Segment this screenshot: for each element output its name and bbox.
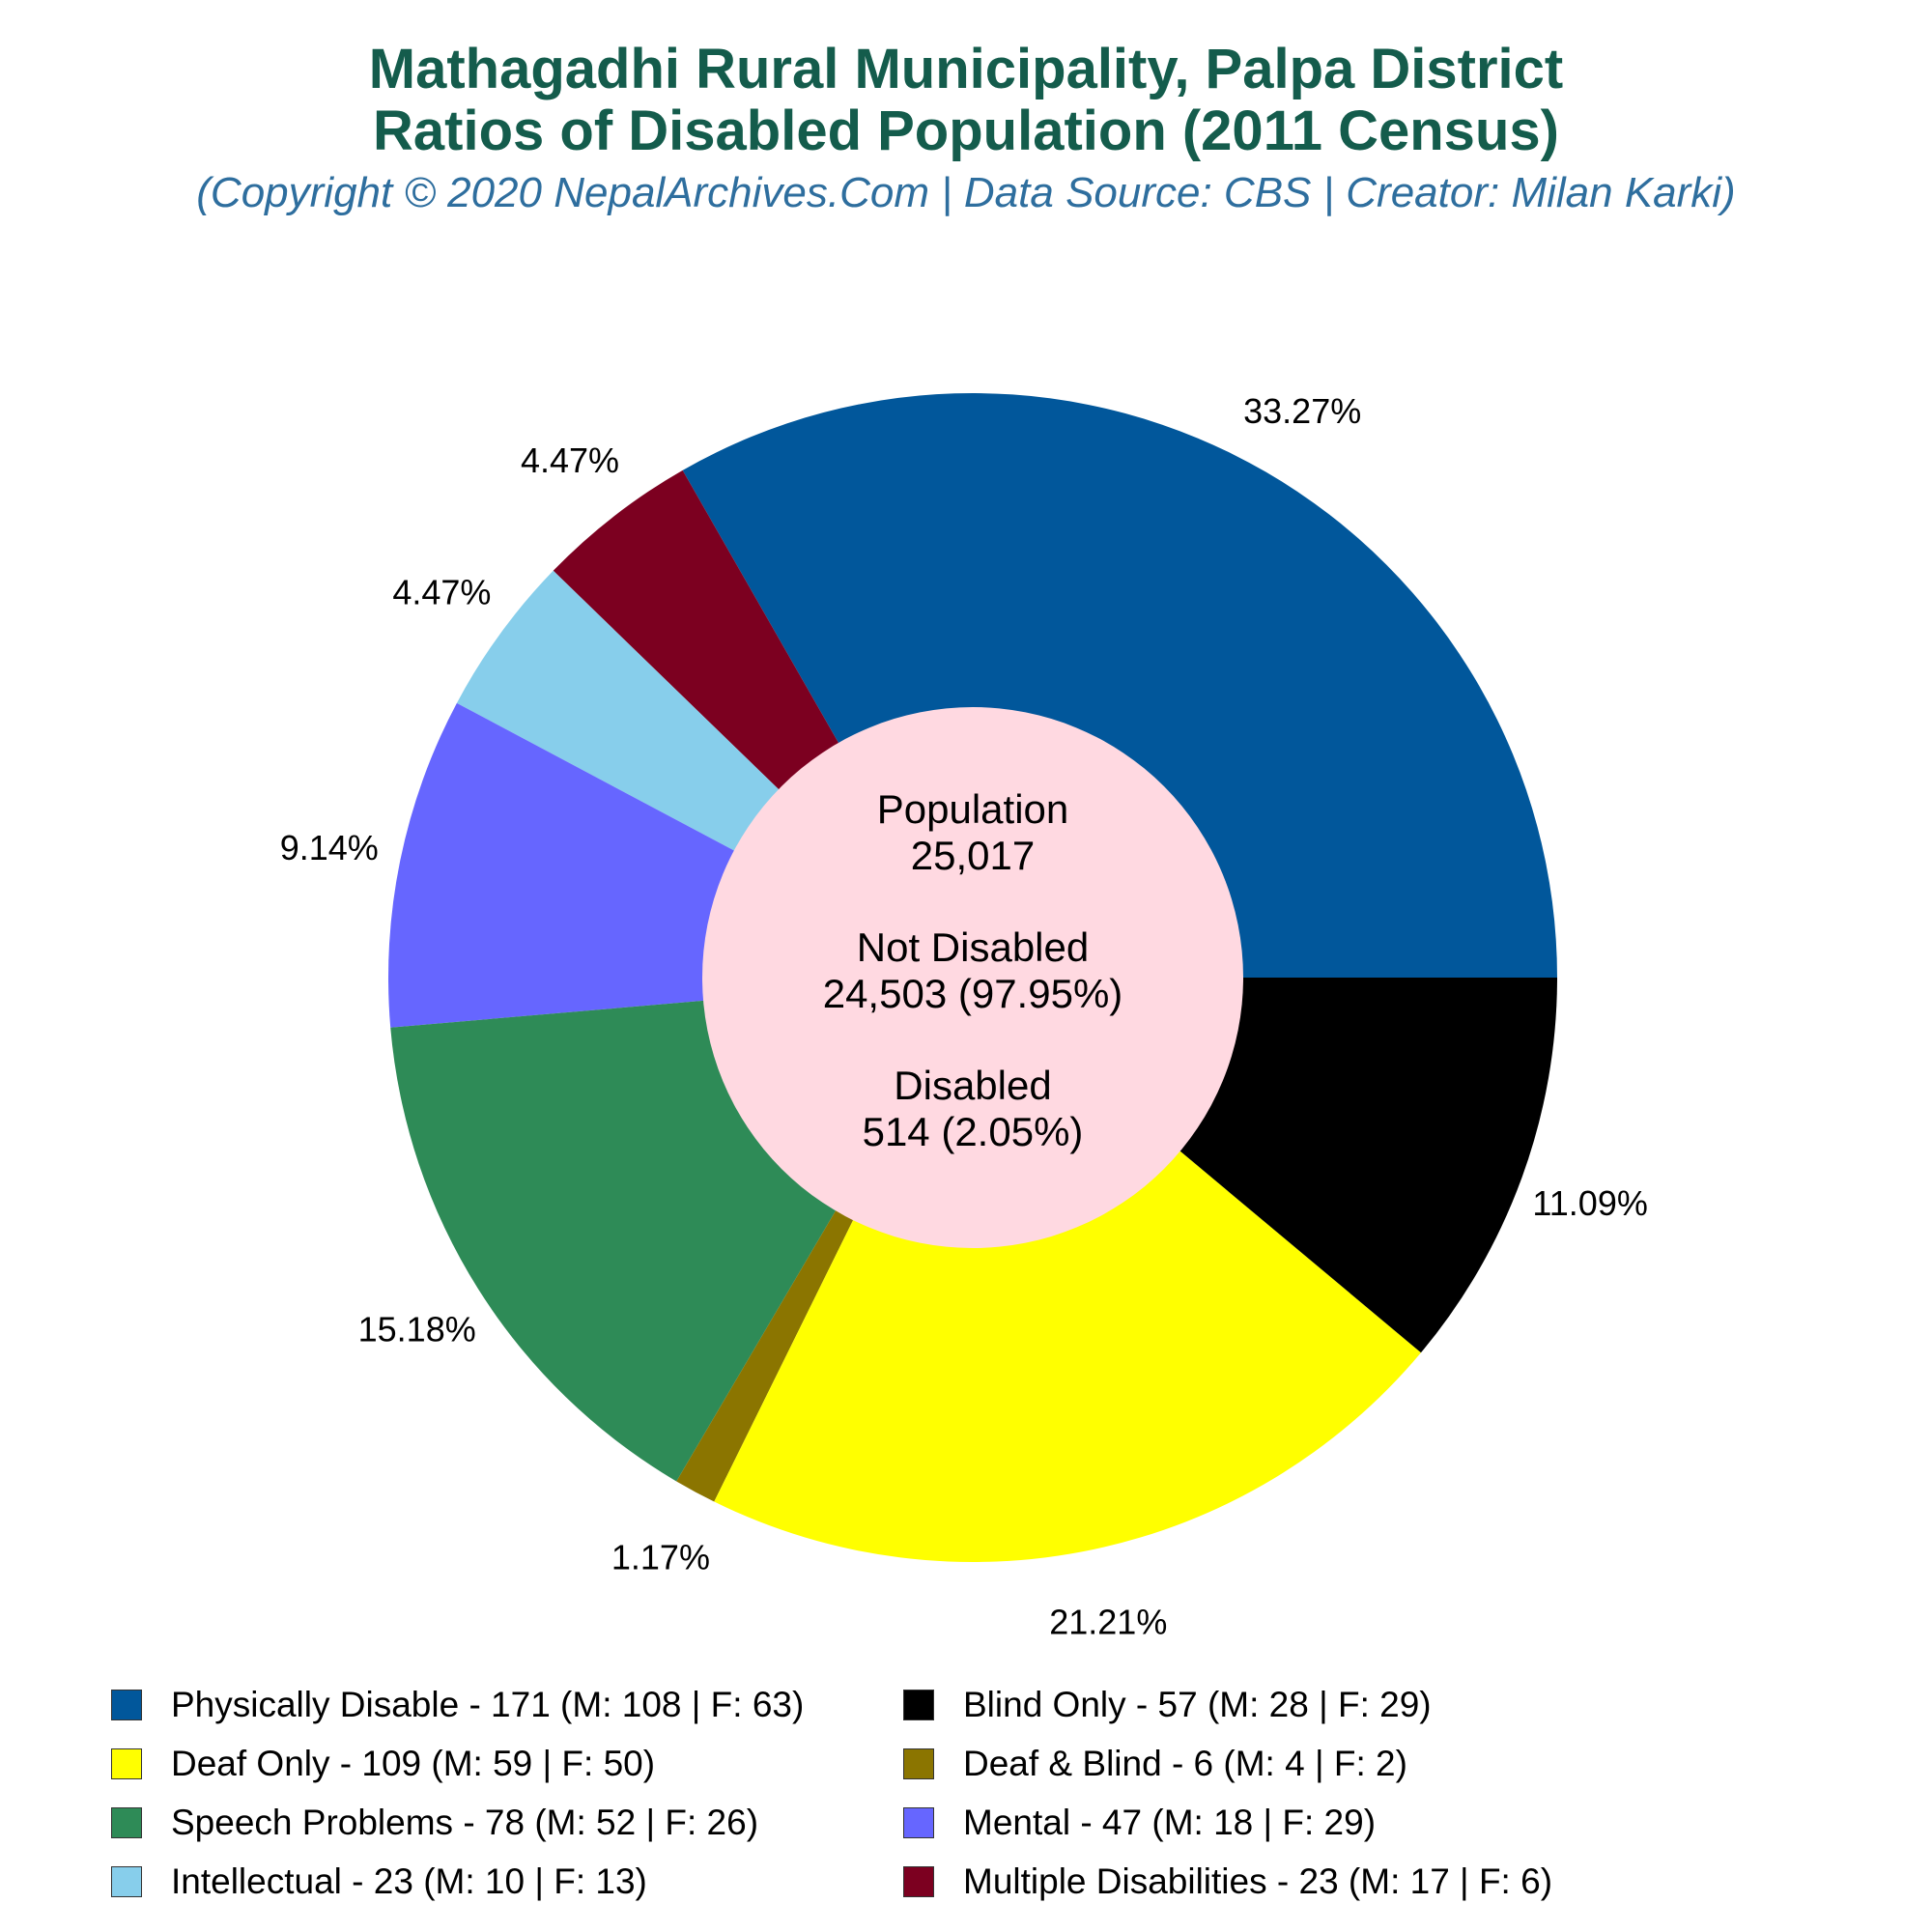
legend-swatch [903,1866,934,1897]
legend-label: Multiple Disabilities - 23 (M: 17 | F: 6… [963,1861,1553,1901]
legend-swatch [111,1807,142,1838]
legend-item: Intellectual - 23 (M: 10 | F: 13) [111,1853,647,1911]
legend-item: Blind Only - 57 (M: 28 | F: 29) [903,1676,1432,1734]
percent-label-2: 4.47% [521,440,619,480]
legend-label: Mental - 47 (M: 18 | F: 29) [963,1803,1377,1842]
legend-label: Deaf Only - 109 (M: 59 | F: 50) [171,1744,656,1783]
percent-label-4: 9.14% [280,828,379,867]
percent-label-8: 11.09% [1532,1183,1647,1223]
center-disabled-label: Disabled [894,1063,1051,1108]
legend-label: Deaf & Blind - 6 (M: 4 | F: 2) [963,1744,1407,1783]
percent-label-3: 4.47% [392,573,491,612]
legend-item: Mental - 47 (M: 18 | F: 29) [903,1794,1376,1852]
legend-swatch [111,1690,142,1720]
chart-title-line1: Mathagadhi Rural Municipality, Palpa Dis… [368,38,1564,100]
center-population-label: Population [877,786,1069,832]
legend-item: Speech Problems - 78 (M: 52 | F: 26) [111,1794,758,1852]
legend-item: Deaf Only - 109 (M: 59 | F: 50) [111,1735,655,1793]
center-population-value: 25,017 [911,833,1035,878]
legend-item: Multiple Disabilities - 23 (M: 17 | F: 6… [903,1853,1552,1911]
legend-label: Intellectual - 23 (M: 10 | F: 13) [171,1861,647,1901]
legend-item: Deaf & Blind - 6 (M: 4 | F: 2) [903,1735,1407,1793]
pie-slice-7 [714,978,1421,1562]
donut-center [702,707,1243,1248]
legend-item: Physically Disable - 171 (M: 108 | F: 63… [111,1676,804,1734]
legend-swatch [903,1748,934,1779]
center-not-disabled-value: 24,503 (97.95%) [823,971,1123,1016]
legend-swatch [903,1690,934,1720]
center-disabled-value: 514 (2.05%) [863,1109,1084,1154]
legend-swatch [111,1866,142,1897]
percent-label-7: 21.21% [1049,1602,1167,1641]
chart-subtitle: (Copyright © 2020 NepalArchives.Com | Da… [196,169,1736,216]
legend-label: Speech Problems - 78 (M: 52 | F: 26) [171,1803,759,1842]
percent-label-6: 1.17% [611,1537,710,1577]
percent-label-1: 33.27% [1243,391,1361,431]
legend-label: Blind Only - 57 (M: 28 | F: 29) [963,1685,1432,1724]
percent-labels-group: 33.27% 4.47% 4.47% 9.14% 15.18% 1.17% 21.21% 11… [280,391,1648,1642]
chart-title-line2: Ratios of Disabled Population (2011 Cens… [373,99,1559,162]
legend-swatch [903,1807,934,1838]
legend-swatch [111,1748,142,1779]
percent-label-5: 15.18% [358,1310,476,1350]
legend-label: Physically Disable - 171 (M: 108 | F: 63… [171,1685,805,1724]
chart-header: Mathagadhi Rural Municipality, Palpa Dis… [0,39,1932,222]
center-not-disabled-label: Not Disabled [857,924,1089,970]
